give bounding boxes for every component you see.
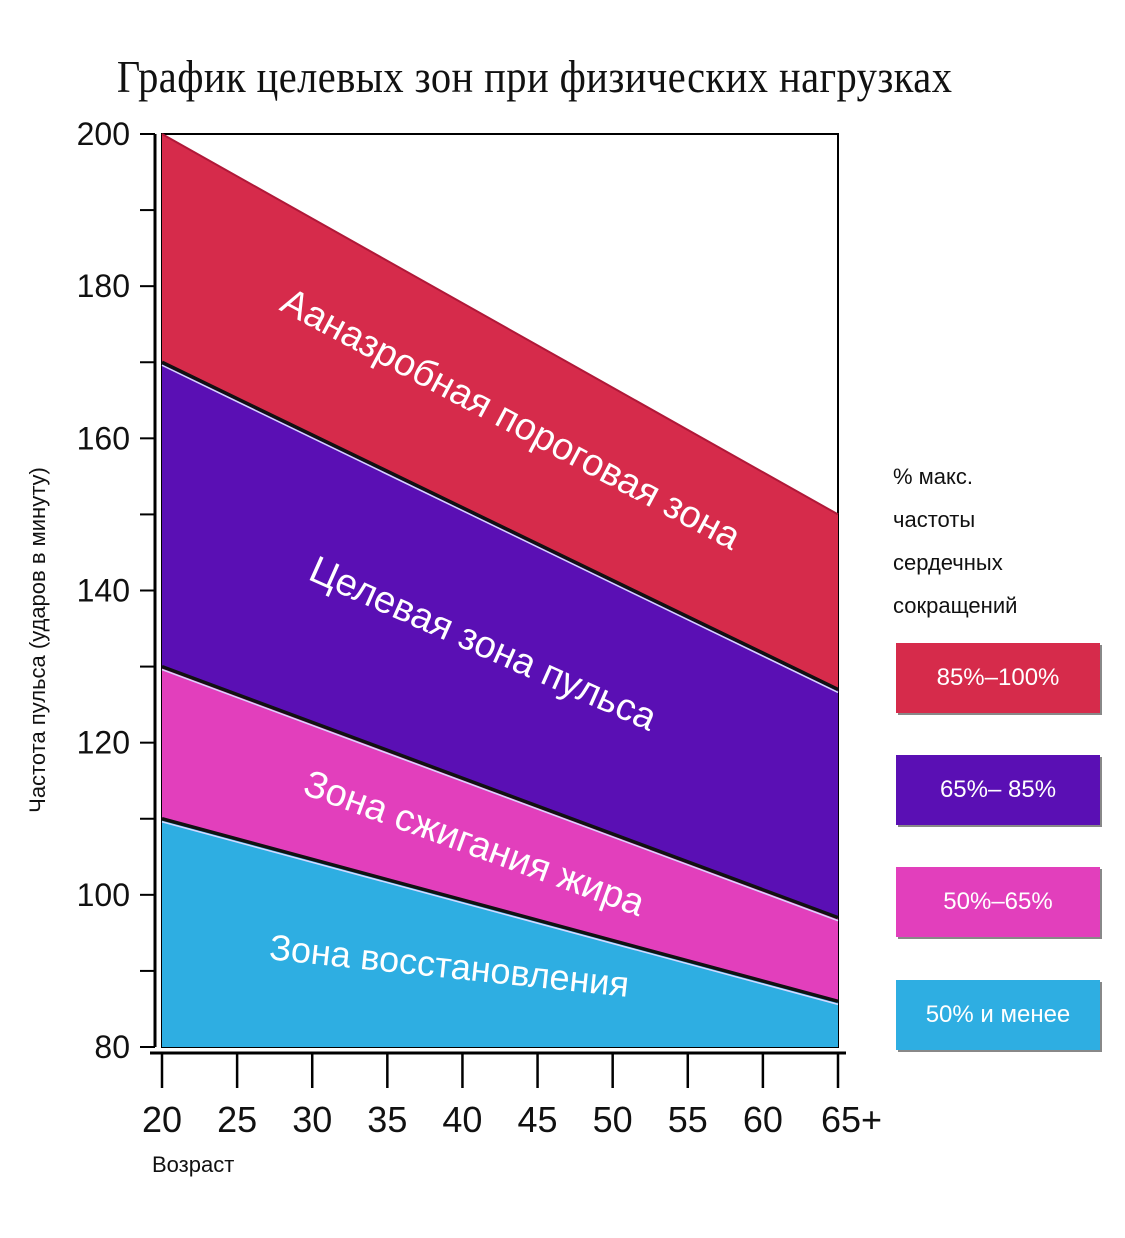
legend-title: % макс. частоты сердечных сокращений [893, 455, 1113, 627]
zone-boundary-line [161, 360, 839, 691]
x-axis-label: Возраст [152, 1152, 235, 1177]
zone-area-3 [162, 818, 838, 1047]
x-tick-label: 55 [668, 1099, 708, 1140]
x-tick-label: 25 [217, 1099, 257, 1140]
legend-item-target: 65%– 85% [896, 755, 1100, 825]
legend-item-fat-burning: 50%–65% [896, 867, 1100, 937]
x-tick-label: 65+ [821, 1099, 882, 1140]
zone-area-0 [162, 134, 838, 690]
zone-boundary-line [161, 664, 839, 920]
y-tick-label: 100 [77, 877, 130, 913]
zone-area-2 [162, 666, 838, 1002]
y-tick-label: 160 [77, 420, 130, 456]
x-tick-label: 35 [367, 1099, 407, 1140]
y-axis-label: Частота пульса (ударов в минуту) [25, 467, 50, 813]
legend-title-line: сокращений [893, 593, 1018, 618]
legend-title-line: частоты [893, 507, 976, 532]
zone-boundary-line [161, 817, 839, 1004]
zone-boundary-highlight [161, 364, 839, 694]
zone-area-1 [162, 362, 838, 918]
x-tick-label: 30 [292, 1099, 332, 1140]
y-tick-label: 120 [77, 725, 130, 761]
zone-boundary-highlight [161, 821, 839, 1006]
x-tick-label: 40 [442, 1099, 482, 1140]
y-tick-label: 200 [77, 116, 130, 152]
y-tick-label: 140 [77, 573, 130, 609]
x-tick-label: 45 [518, 1099, 558, 1140]
chart-title: График целевых зон при физических нагруз… [116, 51, 953, 102]
y-tick-label: 180 [77, 268, 130, 304]
zone-boundary-highlight [161, 668, 839, 922]
x-tick-label: 20 [142, 1099, 182, 1140]
y-tick-label: 80 [94, 1029, 130, 1065]
legend-title-line: сердечных [893, 550, 1003, 575]
legend-title-line: % макс. [893, 464, 974, 489]
x-tick-label: 60 [743, 1099, 783, 1140]
legend-item-anaerobic: 85%–100% [896, 643, 1100, 713]
legend-item-recovery: 50% и менее [896, 980, 1100, 1050]
x-tick-label: 50 [593, 1099, 633, 1140]
zone-boundary-line [161, 133, 839, 516]
